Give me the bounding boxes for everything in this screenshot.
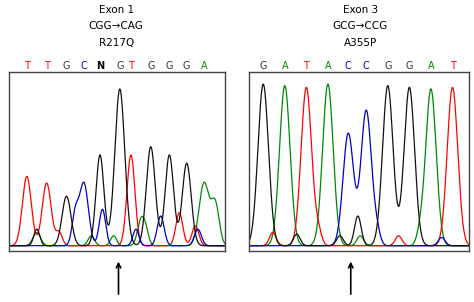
Text: GCG→CCG: GCG→CCG xyxy=(333,21,388,31)
Text: A: A xyxy=(282,61,288,71)
Text: G: G xyxy=(116,61,124,71)
Text: A: A xyxy=(201,61,208,71)
Text: T: T xyxy=(449,61,456,71)
Text: T: T xyxy=(303,61,310,71)
Text: G: G xyxy=(147,61,155,71)
Text: T: T xyxy=(44,61,50,71)
Text: T: T xyxy=(128,61,134,71)
Text: G: G xyxy=(165,61,173,71)
Text: N: N xyxy=(96,61,104,71)
Text: G: G xyxy=(259,61,267,71)
Text: G: G xyxy=(406,61,413,71)
Text: T: T xyxy=(24,61,30,71)
Text: CGG→CAG: CGG→CAG xyxy=(89,21,144,31)
Text: C: C xyxy=(363,61,370,71)
Text: G: G xyxy=(63,61,70,71)
Text: Exon 3: Exon 3 xyxy=(343,5,378,14)
Text: G: G xyxy=(384,61,392,71)
Text: A355P: A355P xyxy=(344,38,377,48)
Text: A: A xyxy=(325,61,331,71)
Text: C: C xyxy=(81,61,87,71)
Text: A: A xyxy=(428,61,434,71)
Text: R217Q: R217Q xyxy=(99,38,134,48)
Text: G: G xyxy=(183,61,191,71)
Text: Exon 1: Exon 1 xyxy=(99,5,134,14)
Text: C: C xyxy=(345,61,352,71)
